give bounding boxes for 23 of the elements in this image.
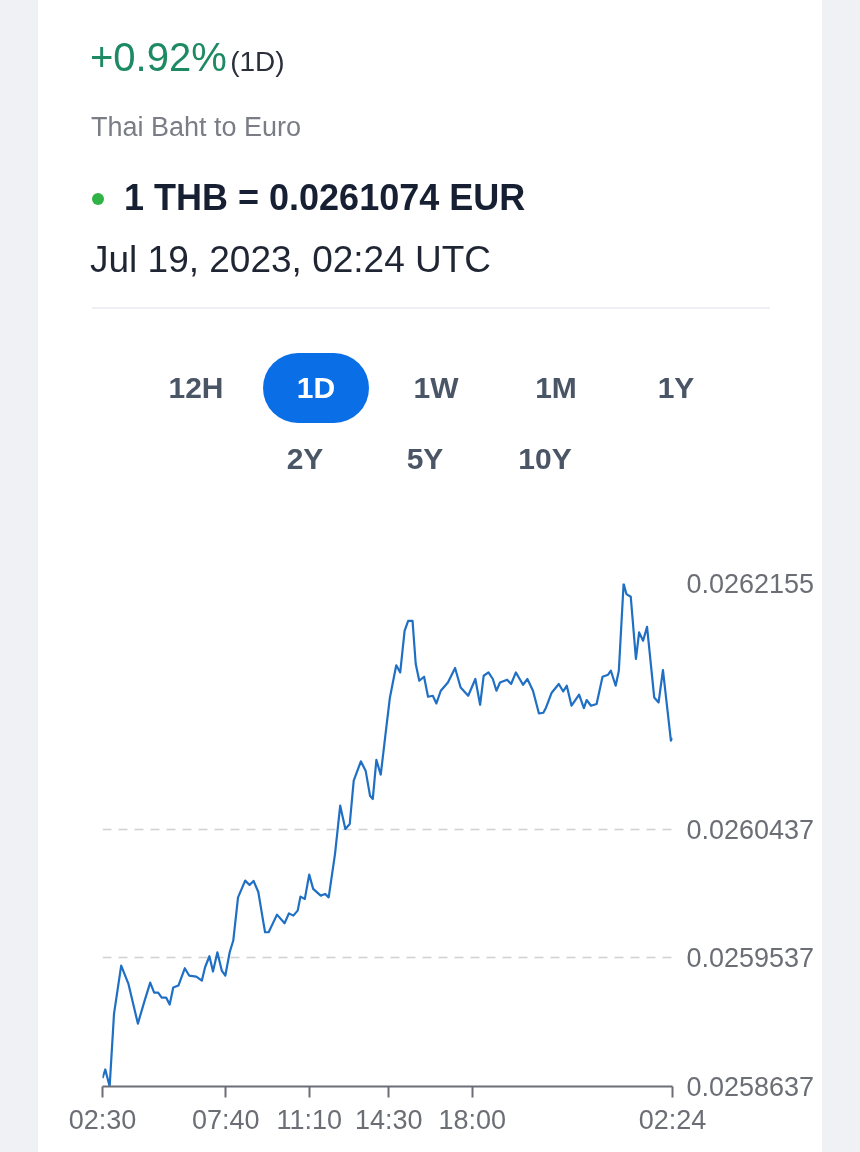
text: 10Y — [517, 441, 573, 477]
text: (1D) — [230, 46, 285, 77]
x-tick-label: 14:30 — [354, 1104, 423, 1135]
y-tick-label: 0.0260437 — [686, 814, 815, 845]
x-tick-label: 07:40 — [191, 1104, 260, 1135]
x-tick-label: 11:10 — [276, 1104, 342, 1135]
text: +0.92% — [90, 35, 227, 79]
y-tick-label: 0.0262155 — [686, 569, 815, 599]
text: 12H — [167, 370, 225, 406]
chart-subtitle: Thai Baht to Euro — [91, 111, 302, 143]
text: 5Y — [405, 441, 445, 477]
x-tick-label: 02:24 — [638, 1104, 707, 1135]
chart-title: 1 THB = 0.0261074 EUR — [124, 176, 526, 220]
text: Jul 19, 2023, 02:24 UTC — [90, 238, 492, 282]
text: 1D — [263, 353, 369, 423]
x-tick-label: 18:00 — [438, 1104, 506, 1135]
text: 2Y — [285, 441, 325, 477]
text: 1M — [534, 370, 578, 406]
text: 1Y — [656, 370, 696, 406]
y-tick-label: 0.0259537 — [686, 943, 815, 974]
y-tick-label: 0.0258637 — [686, 1072, 815, 1102]
text: 1W — [412, 370, 460, 406]
x-tick-label: 02:30 — [68, 1104, 137, 1135]
